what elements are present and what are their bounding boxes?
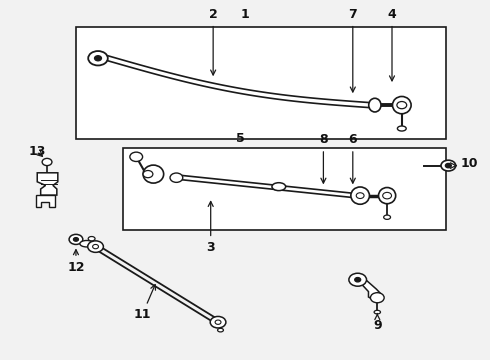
Text: 5: 5 (236, 132, 245, 145)
Text: 9: 9 (373, 314, 382, 332)
Circle shape (74, 238, 78, 241)
Text: 13: 13 (28, 145, 46, 158)
Circle shape (210, 316, 226, 328)
Circle shape (215, 320, 221, 324)
Circle shape (355, 278, 361, 282)
Bar (76, 27, 446, 139)
Circle shape (69, 234, 83, 244)
Text: 12: 12 (67, 250, 85, 274)
Circle shape (356, 193, 364, 198)
Ellipse shape (397, 126, 406, 131)
Circle shape (370, 293, 384, 303)
Ellipse shape (351, 187, 369, 204)
Circle shape (93, 244, 98, 249)
Circle shape (95, 56, 101, 61)
Ellipse shape (80, 240, 94, 247)
Ellipse shape (392, 96, 411, 114)
Circle shape (130, 152, 143, 162)
Text: 1: 1 (241, 8, 249, 21)
Text: 8: 8 (319, 133, 328, 183)
Text: 4: 4 (388, 8, 396, 81)
Circle shape (397, 102, 407, 109)
Ellipse shape (379, 188, 396, 204)
Circle shape (143, 171, 153, 178)
Ellipse shape (143, 165, 164, 183)
Polygon shape (37, 173, 58, 195)
Circle shape (445, 163, 451, 168)
Bar (122, 148, 446, 230)
Circle shape (170, 173, 183, 183)
Polygon shape (36, 195, 55, 207)
Circle shape (349, 273, 367, 286)
Ellipse shape (88, 237, 95, 241)
Circle shape (88, 51, 108, 66)
Circle shape (42, 158, 52, 166)
Text: 10: 10 (461, 157, 478, 170)
Ellipse shape (368, 98, 381, 112)
Text: 2: 2 (209, 8, 218, 75)
Circle shape (88, 241, 103, 252)
Text: 7: 7 (348, 8, 357, 92)
Text: 6: 6 (348, 133, 357, 183)
Circle shape (441, 160, 456, 171)
Ellipse shape (374, 310, 381, 314)
Ellipse shape (272, 183, 286, 191)
Text: 3: 3 (206, 202, 215, 254)
Ellipse shape (218, 328, 223, 332)
Circle shape (383, 192, 392, 199)
Ellipse shape (384, 215, 391, 219)
Polygon shape (353, 276, 382, 301)
Text: 11: 11 (133, 285, 155, 321)
